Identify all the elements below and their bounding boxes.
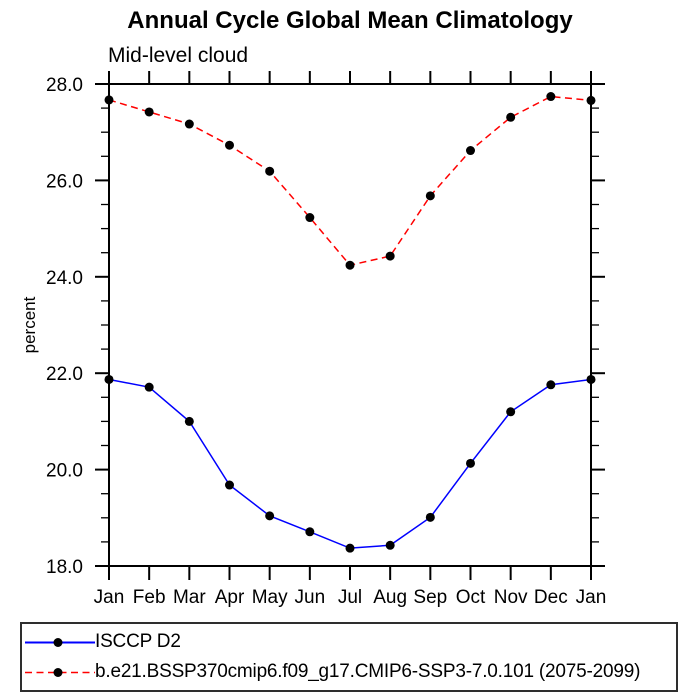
data-point-marker <box>144 107 154 117</box>
data-point-marker <box>586 95 596 105</box>
data-point-marker <box>506 112 516 122</box>
x-tick-label: Jul <box>338 587 362 608</box>
x-tick-label: Dec <box>534 587 568 608</box>
legend-label: b.e21.BSSP370cmip6.f09_g17.CMIP6-SSP3-7.… <box>95 661 641 682</box>
y-tick-label: 26.0 <box>46 171 83 192</box>
data-point-marker <box>546 92 556 102</box>
data-point-marker <box>546 380 556 390</box>
x-tick-label: Jan <box>576 587 607 608</box>
x-tick-label: Aug <box>373 587 407 608</box>
data-point-marker <box>345 543 355 553</box>
x-tick-label: May <box>252 587 288 608</box>
data-point-marker <box>184 416 194 426</box>
data-point-marker <box>104 374 114 384</box>
data-point-marker <box>225 480 234 490</box>
legend-item-isccp: ISCCP D2 <box>25 630 676 654</box>
x-tick-label: Mar <box>173 587 206 608</box>
x-tick-label: Jan <box>94 587 125 608</box>
y-tick-label: 22.0 <box>46 364 83 385</box>
plot-border <box>108 83 592 567</box>
data-point-marker <box>586 374 596 384</box>
data-point-marker <box>305 213 315 223</box>
data-point-marker <box>305 527 315 537</box>
data-point-marker <box>425 512 435 522</box>
legend-label: ISCCP D2 <box>95 631 181 652</box>
y-tick-label: 28.0 <box>46 75 83 96</box>
legend-line-sample-solid <box>25 637 95 647</box>
plot-area: 18.0 20.0 22.0 24.0 26.0 28.0 Jan Feb Mar Apr May J… <box>46 71 607 608</box>
chart-title: Annual Cycle Global Mean Climatology <box>127 7 573 34</box>
data-point-marker <box>466 458 475 468</box>
data-point-marker <box>506 407 516 417</box>
data-point-marker <box>265 511 275 521</box>
data-point-marker <box>184 119 194 129</box>
data-point-marker <box>425 191 435 201</box>
legend-sample-marker <box>53 667 63 677</box>
legend: ISCCP D2 b.e21.BSSP370cmip6.f09_g17.CMIP… <box>20 622 678 692</box>
legend-item-model: b.e21.BSSP370cmip6.f09_g17.CMIP6-SSP3-7.… <box>25 660 676 684</box>
x-tick-label: Nov <box>494 587 528 608</box>
chart-subtitle: Mid-level cloud <box>108 44 249 67</box>
x-tick-label: Apr <box>215 587 245 608</box>
x-tick-label: Sep <box>413 587 447 608</box>
series-line-isccp-d2 <box>108 378 592 549</box>
data-point-marker <box>265 166 275 176</box>
series-line-model <box>108 95 592 267</box>
legend-sample-marker <box>53 637 63 647</box>
x-tick-label: Jun <box>295 587 326 608</box>
y-tick-label: 18.0 <box>46 557 83 578</box>
y-tick-label: 20.0 <box>46 461 83 482</box>
data-point-marker <box>225 140 234 150</box>
x-tick-label: Feb <box>133 587 166 608</box>
y-tick-label: 24.0 <box>46 268 83 289</box>
data-point-marker <box>144 382 154 392</box>
data-point-marker <box>104 95 114 105</box>
data-point-marker <box>385 251 395 261</box>
data-point-marker <box>466 146 475 156</box>
data-point-marker <box>385 540 395 550</box>
legend-line-sample-dashed <box>25 667 95 677</box>
data-point-marker <box>345 260 355 270</box>
x-tick-label: Oct <box>456 587 486 608</box>
